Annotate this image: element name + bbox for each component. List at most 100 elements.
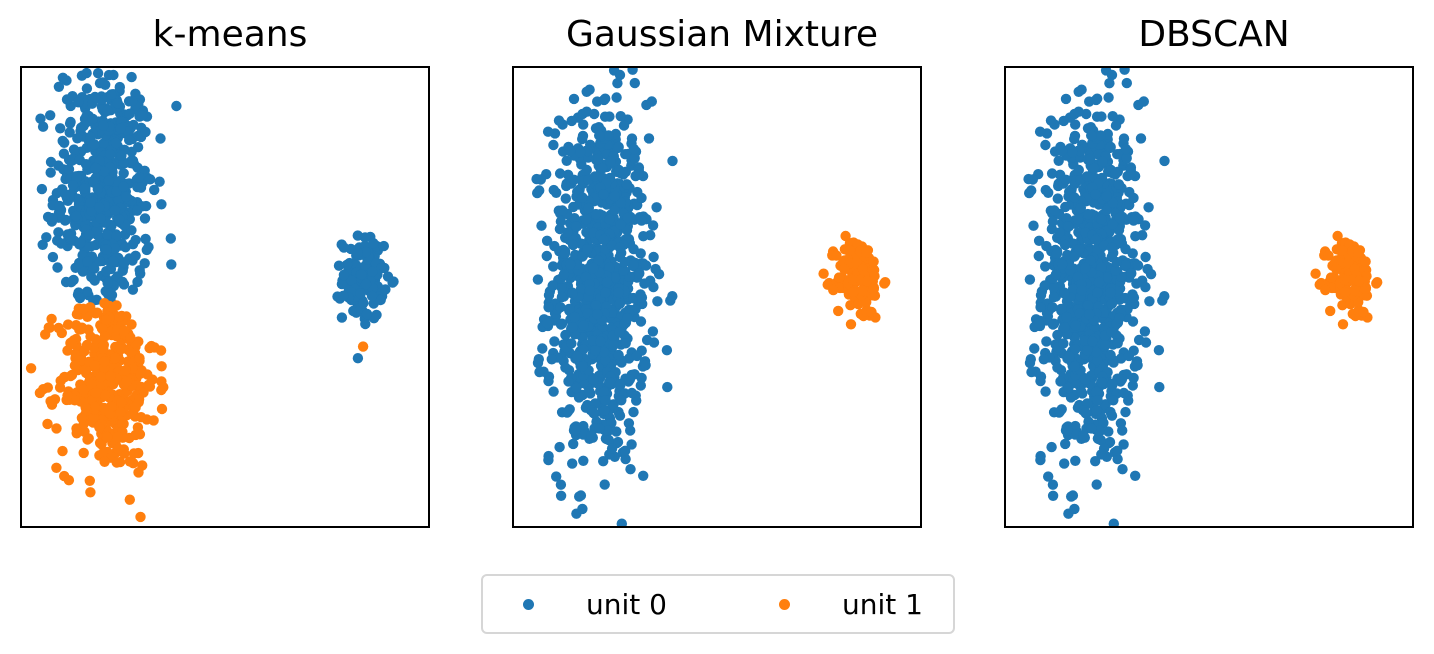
point-unit-0	[1048, 291, 1060, 303]
point-unit-1	[118, 325, 130, 336]
point-unit-1	[89, 360, 100, 371]
point-unit-0	[532, 357, 544, 369]
point-unit-0	[1095, 434, 1106, 446]
point-unit-0	[1035, 302, 1046, 313]
point-unit-0	[1098, 443, 1110, 454]
point-unit-0	[1024, 357, 1036, 369]
point-unit-0	[1024, 274, 1036, 285]
point-unit-0	[625, 464, 636, 475]
point-unit-0	[1085, 153, 1096, 165]
point-unit-1	[99, 331, 111, 342]
point-unit-0	[577, 503, 588, 515]
point-unit-0	[1061, 311, 1072, 323]
point-unit-0	[90, 162, 102, 174]
point-unit-0	[618, 120, 630, 131]
point-unit-0	[1048, 282, 1059, 293]
point-unit-0	[116, 150, 127, 161]
point-unit-0	[580, 214, 592, 225]
point-unit-0	[563, 376, 574, 387]
point-unit-0	[614, 69, 626, 81]
point-unit-0	[1100, 339, 1111, 350]
point-unit-0	[1063, 382, 1074, 394]
point-unit-0	[1073, 164, 1084, 176]
point-unit-0	[1029, 343, 1040, 354]
point-unit-0	[647, 220, 659, 231]
point-unit-1	[857, 285, 868, 296]
point-unit-0	[1056, 259, 1068, 270]
point-unit-0	[547, 280, 558, 292]
point-unit-0	[568, 93, 580, 105]
point-unit-0	[67, 180, 79, 191]
point-unit-1	[1325, 305, 1336, 317]
point-unit-0	[1082, 208, 1093, 220]
point-unit-0	[124, 134, 135, 146]
point-unit-0	[338, 269, 350, 281]
point-unit-0	[139, 258, 150, 269]
point-unit-1	[155, 345, 167, 356]
point-unit-0	[619, 256, 630, 268]
point-unit-0	[603, 434, 614, 446]
point-unit-0	[566, 115, 577, 127]
point-unit-1	[42, 418, 53, 430]
point-unit-0	[588, 407, 599, 419]
point-unit-0	[602, 425, 613, 436]
legend-marker-unit-0	[523, 598, 534, 610]
point-unit-0	[581, 86, 592, 97]
point-unit-0	[118, 279, 130, 290]
point-unit-0	[1028, 220, 1039, 231]
point-unit-0	[614, 242, 626, 253]
point-unit-0	[636, 192, 647, 204]
point-unit-1	[46, 399, 58, 410]
point-unit-0	[616, 395, 627, 406]
point-unit-0	[615, 378, 626, 390]
point-unit-0	[536, 220, 547, 231]
point-unit-0	[1128, 292, 1140, 303]
point-unit-1	[128, 448, 140, 459]
point-unit-0	[1128, 192, 1139, 204]
point-unit-0	[541, 235, 553, 246]
point-unit-1	[1353, 247, 1364, 258]
point-unit-0	[1076, 285, 1088, 296]
point-unit-0	[572, 351, 583, 362]
point-unit-0	[626, 133, 638, 144]
point-unit-0	[1154, 381, 1165, 393]
point-unit-1	[86, 378, 97, 390]
point-unit-0	[1070, 119, 1081, 130]
panel-title: Gaussian Mixture	[565, 14, 879, 55]
point-unit-0	[356, 269, 367, 280]
point-unit-0	[1107, 378, 1118, 390]
point-unit-0	[121, 191, 132, 202]
point-unit-0	[548, 261, 559, 272]
point-unit-0	[577, 361, 589, 372]
point-unit-0	[71, 172, 82, 183]
point-unit-0	[1096, 377, 1107, 388]
point-unit-0	[612, 78, 623, 89]
point-unit-1	[115, 344, 127, 355]
point-unit-0	[338, 242, 350, 253]
point-unit-0	[1059, 458, 1070, 469]
point-unit-0	[341, 259, 353, 270]
point-unit-0	[1143, 202, 1154, 213]
point-unit-0	[1091, 479, 1102, 490]
point-unit-0	[101, 266, 112, 277]
point-unit-1	[44, 322, 55, 333]
point-unit-0	[628, 406, 639, 418]
point-unit-1	[147, 374, 158, 385]
point-unit-0	[1050, 269, 1062, 280]
point-unit-0	[94, 256, 106, 267]
point-unit-1	[106, 401, 118, 412]
point-unit-0	[581, 106, 592, 117]
point-unit-0	[646, 96, 657, 107]
point-unit-0	[1088, 162, 1100, 174]
point-unit-0	[380, 284, 391, 295]
plot-area-gaussian-mixture	[512, 66, 922, 528]
point-unit-0	[155, 133, 166, 144]
point-unit-0	[557, 205, 568, 216]
point-unit-0	[1121, 153, 1132, 164]
point-unit-0	[653, 269, 665, 280]
point-unit-0	[130, 250, 141, 261]
point-unit-0	[594, 130, 605, 141]
point-unit-0	[102, 229, 113, 240]
point-unit-0	[1069, 192, 1080, 203]
point-unit-0	[548, 184, 559, 196]
